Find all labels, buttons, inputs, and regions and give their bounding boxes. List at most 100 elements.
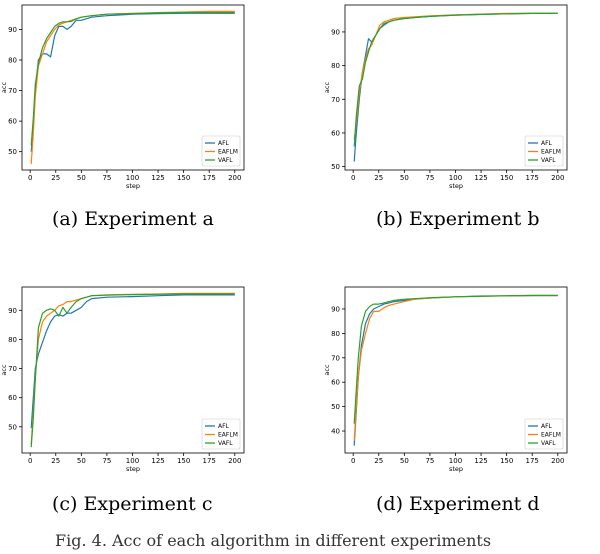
x-tick-label: 50 [400, 174, 409, 182]
x-tick-label: 25 [374, 457, 383, 465]
x-tick-label: 200 [228, 174, 241, 182]
y-tick-label: 70 [8, 365, 17, 373]
legend-label-vafl: VAFL [541, 440, 556, 447]
caption-d: (d) Experiment d [376, 493, 540, 515]
x-tick-label: 175 [526, 457, 539, 465]
legend-label-eaflm: EAFLM [541, 149, 561, 156]
legend-label-afl: AFL [541, 423, 553, 430]
y-axis-label: acc [0, 82, 8, 94]
x-tick-label: 0 [351, 457, 355, 465]
series-line-afl [30, 294, 235, 429]
figure-caption: Fig. 4. Acc of each algorithm in differe… [55, 531, 492, 550]
x-tick-label: 150 [177, 174, 190, 182]
y-axis-label: acc [323, 82, 331, 94]
y-tick-label: 80 [331, 330, 340, 338]
x-tick-label: 150 [500, 174, 513, 182]
legend-label-eaflm: EAFLM [218, 432, 238, 439]
series-line-vafl [353, 294, 558, 424]
x-tick-label: 50 [400, 457, 409, 465]
x-tick-label: 100 [126, 457, 139, 465]
chart-b: 0 25 50 75 100 125 150 175 200 50 60 70 80 90 step acc A… [323, 4, 568, 190]
y-tick-label: 60 [331, 129, 340, 137]
x-axis-label: step [449, 465, 463, 473]
x-tick-label: 100 [449, 457, 462, 465]
y-tick-label: 50 [331, 403, 340, 411]
x-tick-label: 125 [474, 457, 487, 465]
x-tick-label: 175 [526, 174, 539, 182]
y-tick-label: 90 [8, 307, 17, 315]
x-axis-label: step [449, 182, 463, 190]
x-tick-label: 0 [28, 457, 32, 465]
legend-label-afl: AFL [541, 140, 553, 147]
y-tick-label: 70 [331, 354, 340, 362]
y-axis-label: acc [323, 364, 331, 376]
legend-label-vafl: VAFL [541, 157, 556, 164]
legend-label-eaflm: EAFLM [218, 149, 238, 156]
y-tick-label: 50 [331, 163, 340, 171]
x-tick-label: 75 [425, 174, 434, 182]
y-tick-label: 70 [8, 87, 17, 95]
legend-label-afl: AFL [218, 140, 230, 147]
legend-label-afl: AFL [218, 423, 230, 430]
series-line-afl [30, 12, 235, 152]
x-tick-label: 25 [51, 174, 60, 182]
y-tick-label: 40 [331, 428, 340, 436]
y-tick-label: 60 [8, 394, 17, 402]
caption-c: (c) Experiment c [52, 493, 213, 515]
x-tick-label: 75 [425, 457, 434, 465]
plot-frame [344, 286, 568, 454]
x-tick-label: 100 [449, 174, 462, 182]
x-tick-label: 175 [203, 457, 216, 465]
x-tick-label: 100 [126, 174, 139, 182]
y-tick-label: 70 [331, 96, 340, 104]
x-axis-label: step [126, 182, 140, 190]
chart-a: 0 25 50 75 100 125 150 175 200 50 60 70 80 90 step acc A… [0, 4, 245, 190]
x-tick-label: 125 [474, 174, 487, 182]
x-tick-label: 200 [551, 174, 564, 182]
y-tick-label: 60 [8, 118, 17, 126]
y-tick-label: 80 [331, 62, 340, 70]
x-tick-label: 0 [28, 174, 32, 182]
plot-frame [21, 4, 245, 171]
y-tick-label: 60 [331, 379, 340, 387]
y-axis-label: acc [0, 364, 8, 376]
x-tick-label: 75 [102, 174, 111, 182]
caption-b: (b) Experiment b [376, 208, 540, 230]
x-tick-label: 125 [151, 174, 164, 182]
y-tick-label: 50 [8, 148, 17, 156]
x-tick-label: 200 [228, 457, 241, 465]
series-line-vafl [353, 12, 558, 147]
plot-frame [344, 4, 568, 171]
y-tick-label: 90 [8, 26, 17, 34]
x-axis-label: step [126, 465, 140, 473]
x-tick-label: 50 [77, 457, 86, 465]
y-tick-label: 90 [331, 305, 340, 313]
x-tick-label: 200 [551, 457, 564, 465]
legend-label-eaflm: EAFLM [541, 432, 561, 439]
y-tick-label: 90 [331, 28, 340, 36]
y-tick-label: 80 [8, 57, 17, 65]
x-tick-label: 0 [351, 174, 355, 182]
caption-a: (a) Experiment a [52, 208, 214, 230]
series-line-eaflm [353, 12, 558, 140]
x-tick-label: 175 [203, 174, 216, 182]
x-tick-label: 125 [151, 457, 164, 465]
chart-c: 0 25 50 75 100 125 150 175 200 50 60 70 80 90 step acc A… [0, 286, 245, 473]
legend-label-vafl: VAFL [218, 157, 233, 164]
x-tick-label: 50 [77, 174, 86, 182]
series-line-vafl [30, 293, 235, 448]
series-line-vafl [30, 12, 235, 146]
x-tick-label: 75 [102, 457, 111, 465]
y-tick-label: 80 [8, 336, 17, 344]
x-tick-label: 150 [500, 457, 513, 465]
y-tick-label: 50 [8, 423, 17, 431]
plot-frame [21, 286, 245, 454]
x-tick-label: 150 [177, 457, 190, 465]
x-tick-label: 25 [374, 174, 383, 182]
legend-label-vafl: VAFL [218, 440, 233, 447]
